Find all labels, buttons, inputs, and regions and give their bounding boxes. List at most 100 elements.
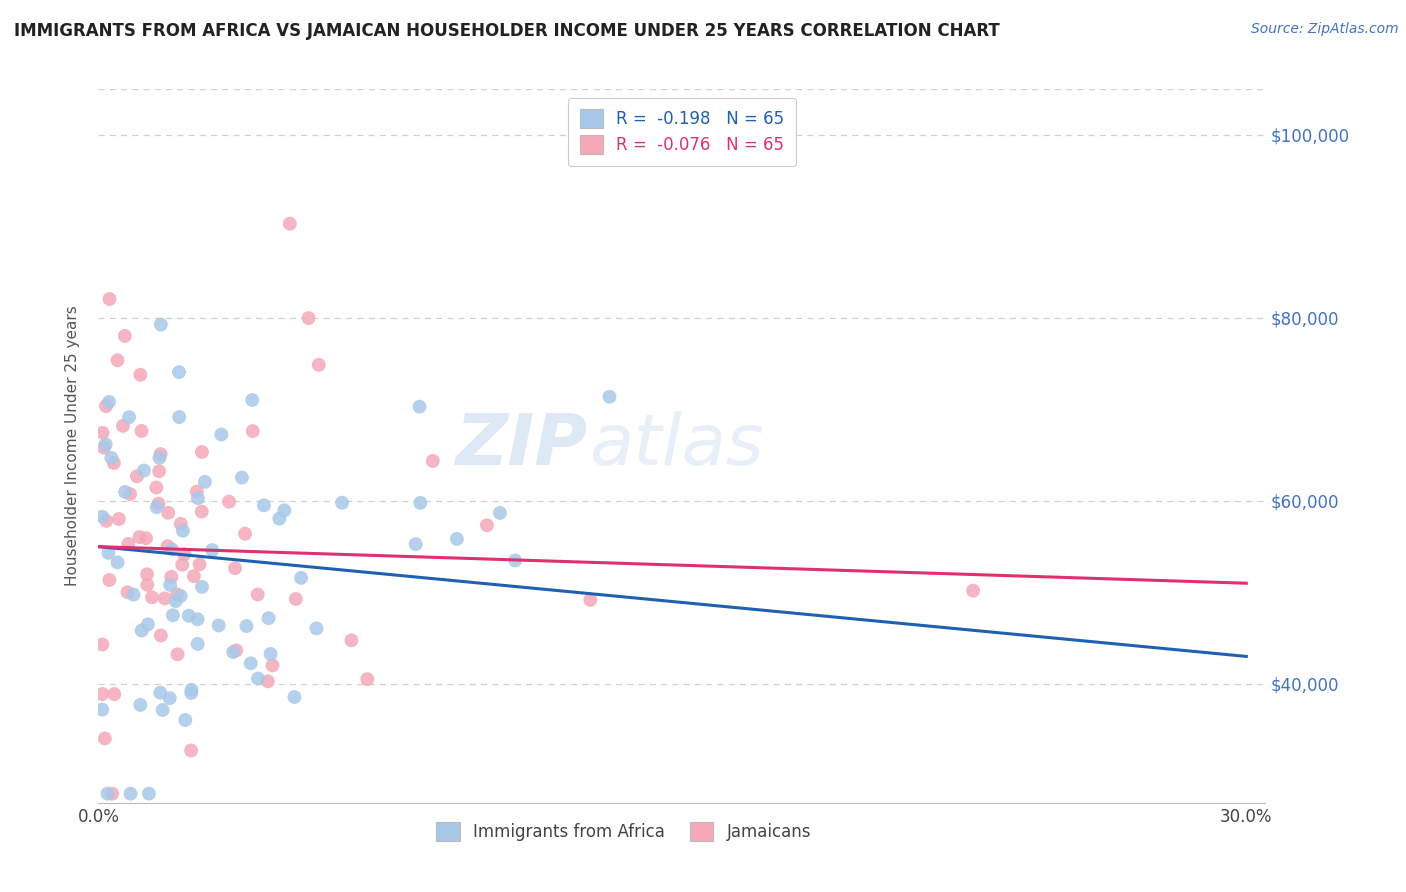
Point [284, 591, 307, 606]
Point [962, 583, 984, 598]
Text: Source: ZipAtlas.com: Source: ZipAtlas.com [1251, 22, 1399, 37]
Point [138, 787, 160, 801]
Point [160, 542, 183, 557]
Point [148, 464, 170, 478]
Point [180, 682, 202, 697]
Point [305, 621, 328, 635]
Point [100, 450, 122, 465]
Point [120, 487, 142, 501]
Point [253, 499, 276, 513]
Point [259, 647, 281, 661]
Point [356, 672, 378, 686]
Point [191, 580, 214, 594]
Point [129, 368, 152, 382]
Point [157, 506, 180, 520]
Point [149, 447, 172, 461]
Point [117, 537, 139, 551]
Point [103, 456, 125, 470]
Point [94, 731, 117, 746]
Point [149, 628, 172, 642]
Point [239, 657, 262, 671]
Point [93, 441, 115, 455]
Point [96, 787, 118, 801]
Point [160, 570, 183, 584]
Point [188, 558, 211, 572]
Point [91, 638, 114, 652]
Point [159, 691, 181, 706]
Point [145, 481, 167, 495]
Point [208, 618, 231, 632]
Point [136, 578, 159, 592]
Point [183, 569, 205, 583]
Point [122, 588, 145, 602]
Point [149, 318, 172, 332]
Point [96, 514, 118, 528]
Point [290, 571, 312, 585]
Text: IMMIGRANTS FROM AFRICA VS JAMAICAN HOUSEHOLDER INCOME UNDER 25 YEARS CORRELATION: IMMIGRANTS FROM AFRICA VS JAMAICAN HOUSE… [14, 22, 1000, 40]
Point [422, 454, 444, 468]
Point [131, 624, 153, 638]
Point [107, 353, 129, 368]
Point [114, 484, 136, 499]
Y-axis label: Householder Income Under 25 years: Householder Income Under 25 years [65, 306, 80, 586]
Point [273, 503, 295, 517]
Point [136, 567, 159, 582]
Point [145, 500, 167, 515]
Point [165, 594, 187, 608]
Point [180, 686, 202, 700]
Point [191, 445, 214, 459]
Point [409, 496, 432, 510]
Point [170, 589, 193, 603]
Point [101, 787, 124, 801]
Point [489, 506, 512, 520]
Point [256, 674, 278, 689]
Point [246, 587, 269, 601]
Point [269, 511, 291, 525]
Point [173, 547, 195, 561]
Point [475, 518, 498, 533]
Point [330, 496, 353, 510]
Point [108, 512, 131, 526]
Point [152, 703, 174, 717]
Point [97, 546, 120, 560]
Point [446, 532, 468, 546]
Point [94, 399, 117, 413]
Point [135, 531, 157, 545]
Point [186, 612, 208, 626]
Point [94, 437, 117, 451]
Point [125, 469, 148, 483]
Point [283, 690, 305, 704]
Point [405, 537, 427, 551]
Point [262, 658, 284, 673]
Point [222, 645, 245, 659]
Point [172, 524, 194, 538]
Point [598, 390, 620, 404]
Point [408, 400, 430, 414]
Point [162, 608, 184, 623]
Point [225, 643, 247, 657]
Point [117, 585, 139, 599]
Point [187, 637, 209, 651]
Point [218, 494, 240, 508]
Point [129, 698, 152, 712]
Point [503, 553, 526, 567]
Point [120, 787, 142, 801]
Point [103, 687, 125, 701]
Point [194, 475, 217, 489]
Point [141, 591, 163, 605]
Point [201, 543, 224, 558]
Point [148, 450, 170, 465]
Point [156, 539, 179, 553]
Point [98, 573, 121, 587]
Point [209, 427, 232, 442]
Point [111, 418, 134, 433]
Point [131, 424, 153, 438]
Point [148, 497, 170, 511]
Point [91, 687, 114, 701]
Point [166, 648, 188, 662]
Point [107, 555, 129, 569]
Text: ZIP: ZIP [457, 411, 589, 481]
Point [91, 702, 114, 716]
Point [167, 410, 190, 425]
Point [177, 608, 200, 623]
